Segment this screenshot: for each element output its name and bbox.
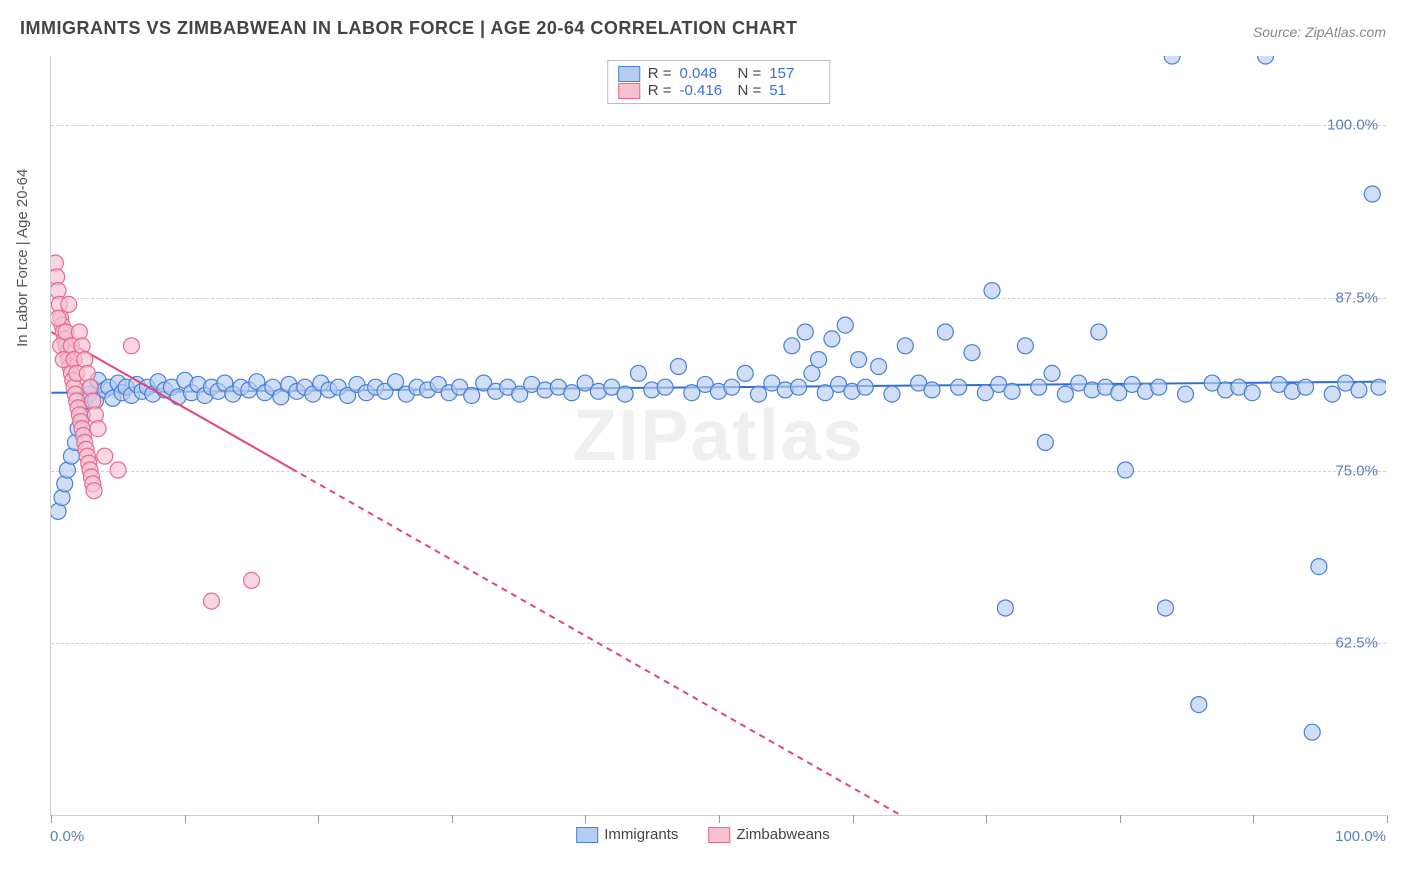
source-label: Source: ZipAtlas.com	[1253, 24, 1386, 40]
x-tick	[1120, 815, 1121, 823]
legend-item-immigrants: Immigrants	[576, 826, 678, 843]
x-tick	[1253, 815, 1254, 823]
scatter-svg	[51, 56, 1386, 815]
x-tick	[585, 815, 586, 823]
x-tick	[185, 815, 186, 823]
legend-row-immigrants: R = 0.048 N = 157	[618, 65, 820, 82]
chart-title: IMMIGRANTS VS ZIMBABWEAN IN LABOR FORCE …	[20, 18, 798, 39]
r-label: R =	[648, 65, 672, 82]
x-tick	[986, 815, 987, 823]
r-label: R =	[648, 82, 672, 99]
x-axis-max-label: 100.0%	[1335, 828, 1386, 845]
n-label: N =	[738, 82, 762, 99]
x-tick	[719, 815, 720, 823]
swatch-immigrants	[618, 66, 640, 82]
x-tick	[1387, 815, 1388, 823]
y-axis-title: In Labor Force | Age 20-64	[14, 169, 31, 347]
legend-row-zimbabweans: R = -0.416 N = 51	[618, 82, 820, 99]
plot-area: R = 0.048 N = 157 R = -0.416 N = 51 ZIPa…	[50, 56, 1386, 816]
legend-label: Immigrants	[604, 826, 678, 843]
n-value-zimbabweans: 51	[769, 82, 819, 99]
series-legend: Immigrants Zimbabweans	[576, 826, 830, 843]
correlation-chart: IMMIGRANTS VS ZIMBABWEAN IN LABOR FORCE …	[0, 0, 1406, 892]
x-axis-min-label: 0.0%	[50, 828, 84, 845]
x-tick	[318, 815, 319, 823]
legend-item-zimbabweans: Zimbabweans	[708, 826, 829, 843]
swatch-zimbabweans	[618, 83, 640, 99]
n-label: N =	[738, 65, 762, 82]
swatch-zimbabweans	[708, 827, 730, 843]
n-value-immigrants: 157	[769, 65, 819, 82]
x-tick	[853, 815, 854, 823]
r-value-immigrants: 0.048	[680, 65, 730, 82]
x-tick	[452, 815, 453, 823]
correlation-legend: R = 0.048 N = 157 R = -0.416 N = 51	[607, 60, 831, 104]
swatch-immigrants	[576, 827, 598, 843]
legend-label: Zimbabweans	[736, 826, 829, 843]
x-tick	[51, 815, 52, 823]
r-value-zimbabweans: -0.416	[680, 82, 730, 99]
